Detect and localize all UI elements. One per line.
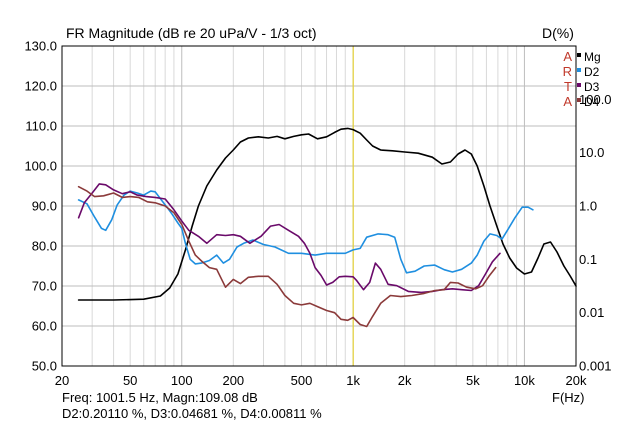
x-tick-label: 2k [398,373,412,388]
x-tick-label: 20 [55,373,69,388]
legend-label-d3: D3 [584,80,600,94]
x-tick-label: 200 [222,373,244,388]
y-tick-label: 70.0 [32,279,57,294]
x-tick-label: 10k [514,373,535,388]
x-tick-label: 20k [566,373,587,388]
legend-label-d2: D2 [584,65,600,79]
y-tick-label: 100.0 [24,159,57,174]
y-tick-label: 120.0 [24,79,57,94]
right-tick-label: 100.0 [579,92,612,107]
legend-marker-d2 [577,68,581,72]
legend-marker-mg [577,53,581,57]
arta-letter: A [563,94,572,109]
series-line-mg [77,127,577,301]
y-tick-label: 80.0 [32,239,57,254]
y-tick-label: 130.0 [24,39,57,54]
cursor-info-line1: Freq: 1001.5 Hz, Magn:109.08 dB [62,390,258,405]
grid-layer [62,46,576,366]
x-tick-label: 50 [123,373,137,388]
legend-marker-d3 [577,83,581,87]
y-tick-label: 110.0 [25,119,57,134]
y-tick-label: 50.0 [32,359,57,374]
right-tick-label: 0.1 [579,252,597,267]
chart-title: FR Magnitude (dB re 20 uPa/V - 1/3 oct) [66,25,317,41]
arta-letter: R [563,64,572,79]
right-tick-label: 0.001 [579,359,612,374]
legend-label-d4: D4 [584,95,600,109]
series-line-d4 [77,185,497,328]
x-axis-label: F(Hz) [552,390,585,405]
right-tick-labels: 0.001 0.01 0.1 1.0 10.0 100.0 [579,92,612,374]
legend-label-mg: Mg [584,50,601,64]
plot-frame [61,45,577,367]
x-tick-label: 500 [291,373,313,388]
right-tick-label: 0.01 [579,305,604,320]
cursor-info-line2: D2:0.20110 %, D3:0.04681 %, D4:0.00811 % [62,406,322,421]
x-tick-labels: 20 50 100 200 500 1k 2k 5k 10k 20k [55,373,587,388]
legend-marker-d4 [577,98,581,102]
y-tick-labels: 50.0 60.0 70.0 80.0 90.0 100.0 110.0 120.0 130.0 [24,39,57,374]
legend: A Mg R D2 T D3 A D4 [563,49,601,109]
y-tick-label: 60.0 [32,319,57,334]
x-tick-label: 1k [346,373,360,388]
series-line-d3 [77,183,501,294]
right-tick-label: 10.0 [579,145,604,160]
arta-letter: T [564,79,572,94]
x-tick-label: 100 [171,373,193,388]
arta-letter: A [563,49,572,64]
x-tick-label: 5k [466,373,480,388]
right-axis-title: D(%) [542,25,574,41]
series-layer [77,127,577,328]
y-tick-label: 90.0 [32,199,57,214]
right-tick-label: 1.0 [579,199,597,214]
series-line-d2 [77,190,534,274]
